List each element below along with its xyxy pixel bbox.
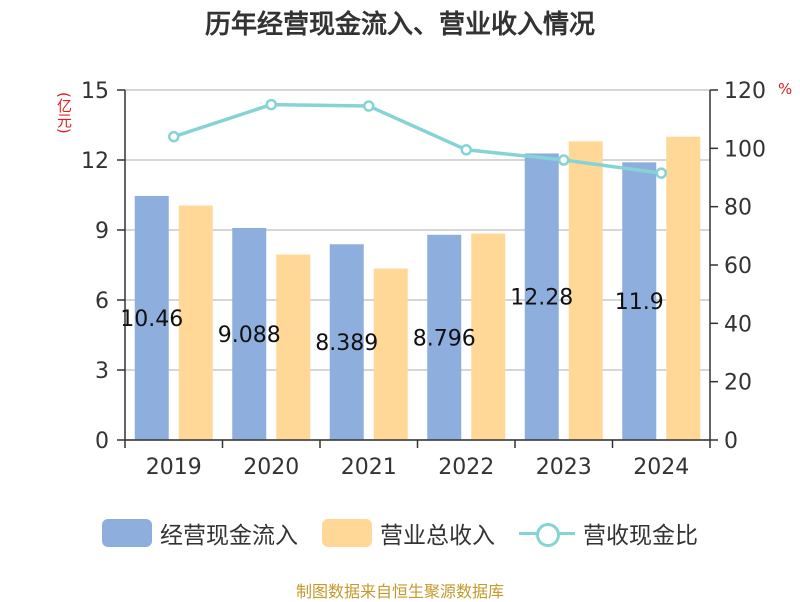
right-axis-tick-label: 60 — [724, 254, 752, 279]
data-label-cash-inflow: 8.796 — [413, 326, 476, 351]
right-axis-tick-label: 0 — [724, 429, 738, 454]
ratio-point — [460, 144, 472, 156]
bar-cash-inflow — [232, 227, 267, 440]
legend-item-ratio[interactable]: 营收现金比 — [519, 516, 698, 550]
bar-revenue — [276, 254, 311, 440]
bar-revenue — [666, 136, 701, 440]
right-axis-tick-label: 120 — [724, 79, 766, 104]
data-label-cash-inflow: 12.28 — [510, 286, 573, 311]
bar-revenue — [471, 233, 506, 440]
bar-cash-inflow — [622, 162, 657, 441]
x-axis-tick-label: 2021 — [341, 455, 397, 480]
bar-revenue — [178, 205, 213, 440]
legend-item-revenue[interactable]: 营业总收入 — [322, 516, 495, 550]
data-label-cash-inflow: 8.389 — [315, 331, 378, 356]
left-axis-tick-label: 0 — [95, 429, 109, 454]
legend-swatch-revenue — [322, 519, 372, 547]
x-axis-tick-label: 2022 — [438, 455, 494, 480]
x-axis-tick-label: 2019 — [146, 455, 202, 480]
data-source-note: 制图数据来自恒生聚源数据库 — [295, 582, 504, 601]
left-axis-unit: (亿元) — [55, 92, 73, 134]
legend-swatch-cash-inflow — [102, 519, 152, 547]
left-axis-tick-label: 3 — [95, 359, 109, 384]
legend-item-cash-inflow[interactable]: 经营现金流入 — [102, 516, 298, 550]
x-axis-tick-label: 2023 — [536, 455, 592, 480]
legend: 经营现金流入 营业总收入 营收现金比 — [0, 516, 800, 550]
legend-label-ratio: 营收现金比 — [583, 523, 698, 549]
data-label-cash-inflow: 11.9 — [615, 290, 664, 315]
x-axis-tick-label: 2020 — [243, 455, 299, 480]
left-axis-tick-label: 15 — [81, 79, 109, 104]
legend-label-revenue: 营业总收入 — [380, 523, 495, 549]
bar-cash-inflow — [524, 153, 559, 440]
left-axis-tick-label: 12 — [81, 149, 109, 174]
data-label-cash-inflow: 10.46 — [120, 307, 183, 332]
ratio-point — [655, 167, 667, 179]
right-axis-unit: % — [778, 80, 793, 98]
left-axis-tick-label: 6 — [95, 289, 109, 314]
bar-revenue — [373, 268, 408, 440]
chart-title: 历年经营现金流入、营业收入情况 — [204, 10, 595, 40]
legend-swatch-ratio — [519, 519, 575, 547]
data-label-cash-inflow: 9.088 — [218, 323, 281, 348]
x-axis-tick-label: 2024 — [633, 455, 689, 480]
ratio-point — [265, 98, 277, 111]
right-axis-tick-label: 80 — [724, 196, 752, 221]
bar-cash-inflow — [427, 234, 462, 440]
bar-cash-inflow — [134, 195, 169, 440]
ratio-point — [168, 130, 180, 143]
right-axis-tick-label: 40 — [724, 312, 752, 337]
bar-cash-inflow — [329, 244, 364, 440]
bar-revenue — [568, 141, 603, 441]
right-axis-tick-label: 100 — [724, 137, 766, 162]
ratio-point — [558, 154, 570, 166]
right-axis-tick-label: 20 — [724, 371, 752, 396]
legend-label-cash-inflow: 经营现金流入 — [160, 523, 298, 549]
ratio-line — [173, 102, 662, 175]
left-axis-tick-label: 9 — [95, 219, 109, 244]
ratio-point — [363, 100, 375, 112]
